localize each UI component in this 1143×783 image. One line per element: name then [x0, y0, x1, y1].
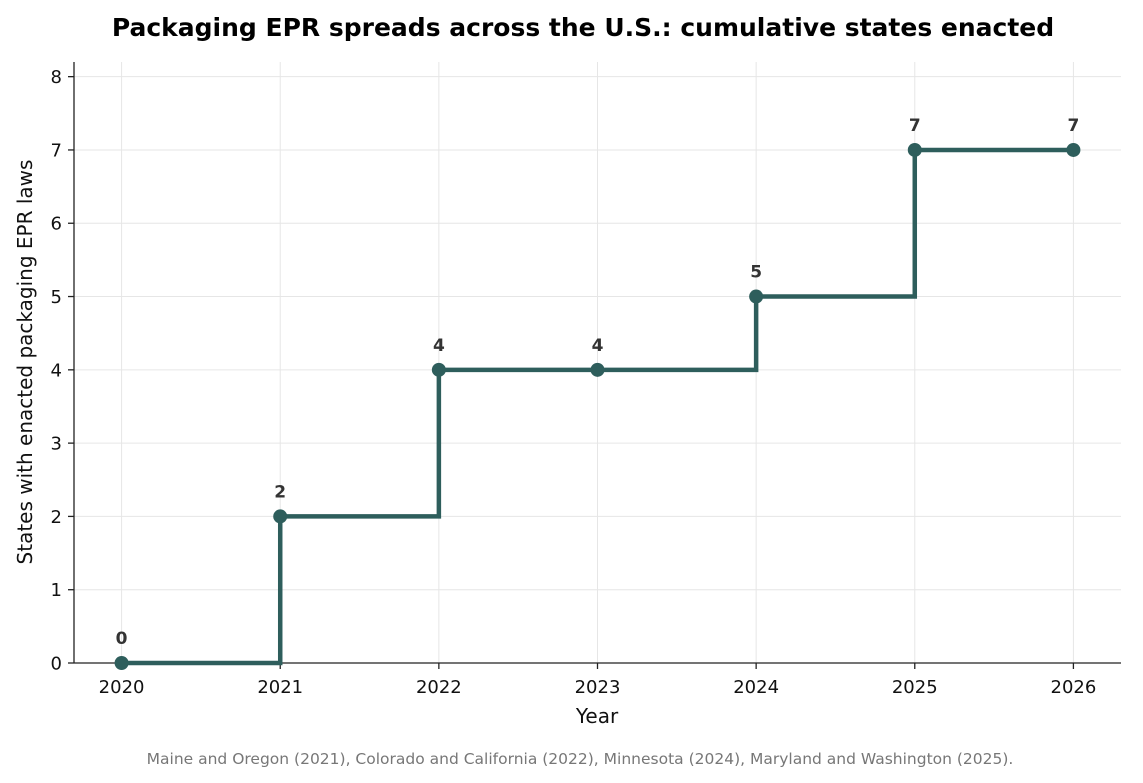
y-tick-label: 2 [51, 507, 62, 528]
x-tick-label: 2022 [416, 677, 462, 698]
data-point [590, 362, 605, 377]
data-point [907, 142, 922, 157]
x-axis-label: Year [575, 704, 619, 728]
x-tick-label: 2026 [1051, 677, 1097, 698]
data-label: 4 [592, 336, 604, 356]
data-labels: 0 2 4 4 5 7 7 [116, 116, 1080, 649]
y-tick-label: 3 [51, 434, 62, 455]
data-point [114, 656, 129, 670]
data-label: 0 [116, 629, 128, 649]
y-tick-label: 7 [51, 140, 62, 161]
data-point [273, 509, 288, 524]
x-tick-label: 2025 [892, 677, 938, 698]
x-tick-label: 2021 [257, 677, 303, 698]
x-tick-label: 2024 [733, 677, 779, 698]
x-tick-label: 2023 [575, 677, 621, 698]
x-tick-label: 2020 [99, 677, 145, 698]
data-point [1066, 142, 1081, 157]
y-tick-label: 5 [51, 287, 62, 308]
series [114, 142, 1081, 670]
axes: 2020 2021 2022 2023 2024 2025 2026 0 1 2 3 4 5 6 7 8 [51, 62, 1121, 698]
chart-title: Packaging EPR spreads across the U.S.: c… [112, 13, 1054, 42]
data-point [749, 289, 764, 304]
data-label: 4 [433, 336, 445, 356]
data-label: 7 [909, 116, 921, 136]
caption: Maine and Oregon (2021), Colorado and Ca… [147, 750, 1014, 768]
y-tick-label: 0 [51, 654, 62, 675]
y-axis-label: States with enacted packaging EPR laws [13, 160, 37, 565]
data-point [431, 362, 446, 377]
y-tick-label: 4 [51, 360, 62, 381]
y-tick-label: 6 [51, 214, 62, 235]
data-label: 7 [1067, 116, 1079, 136]
y-tick-label: 8 [51, 67, 62, 88]
y-tick-label: 1 [51, 580, 62, 601]
data-label: 2 [274, 482, 286, 502]
data-label: 5 [750, 263, 762, 283]
